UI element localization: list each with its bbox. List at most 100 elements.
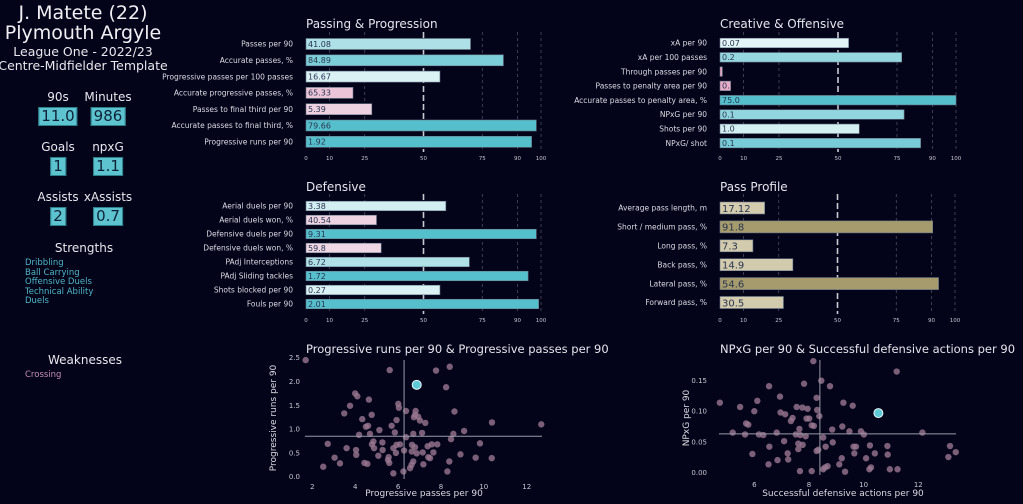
data-point [919, 429, 926, 436]
data-point [413, 450, 420, 457]
stat-value-xassists: 0.7 [93, 207, 123, 226]
x-tick-label: 90 [514, 156, 521, 162]
strengths-list: Dribbling Ball Carrying Offensive Duels … [25, 258, 93, 307]
data-point [386, 366, 393, 374]
data-point [866, 466, 873, 473]
category-label: Passes to final third per 90 [193, 105, 293, 114]
data-point [841, 468, 849, 475]
stat-label-xassists: xAssists [83, 190, 133, 204]
data-point [426, 454, 434, 462]
x-tick-label: 25 [776, 156, 783, 162]
bar [719, 277, 939, 290]
data-point [800, 380, 808, 387]
data-point [346, 402, 354, 409]
data-point [797, 431, 804, 439]
data-point [799, 441, 806, 449]
player-point [411, 379, 422, 390]
data-point [884, 442, 891, 450]
y-tick-label: 2.5 [289, 354, 300, 362]
bar [719, 138, 921, 149]
stat-label-minutes: Minutes [84, 90, 132, 104]
data-point [324, 440, 331, 448]
value-label: 75.0 [722, 96, 740, 105]
value-label: 3.38 [308, 202, 326, 211]
bar [305, 242, 382, 254]
data-point [802, 433, 809, 440]
bar [719, 239, 754, 253]
x-tick-label: 10 [326, 318, 333, 324]
data-point [849, 402, 856, 409]
value-label: 91.8 [722, 223, 744, 234]
category-label: Short / medium pass, % [617, 223, 707, 232]
bar [719, 52, 903, 63]
y-tick-label: 0.5 [289, 449, 300, 457]
y-axis-label: NPxG per 90 [682, 389, 692, 446]
x-tick-label: 2 [310, 483, 314, 491]
data-point [302, 356, 309, 364]
x-tick-label: 0 [304, 318, 308, 324]
value-label: 0.07 [722, 39, 740, 48]
template-name: Centre-Midfielder Template [0, 58, 168, 73]
data-point [784, 450, 791, 457]
x-tick-label: 8 [807, 481, 811, 489]
bar [305, 87, 354, 99]
data-point [408, 448, 415, 455]
stat-value-npxg: 1.1 [93, 157, 123, 176]
data-point [457, 451, 464, 458]
x-tick-label: 50 [834, 318, 841, 324]
x-tick-label: 4 [353, 483, 358, 491]
data-point [336, 460, 344, 467]
category-label: Accurate progressive passes, % [174, 89, 293, 98]
value-label: 7.3 [722, 242, 738, 253]
bar [305, 200, 447, 212]
data-point [446, 458, 453, 465]
category-label: Accurate passes to final third, % [171, 121, 293, 130]
data-point [741, 431, 749, 438]
data-point [390, 470, 397, 477]
league-season: League One - 2022/23 [13, 44, 153, 59]
data-point [774, 456, 781, 464]
category-label: Passes per 90 [241, 40, 293, 49]
bar [305, 103, 373, 115]
bar [719, 296, 784, 309]
bar [719, 66, 723, 77]
data-point [781, 411, 789, 418]
data-point [320, 463, 327, 470]
data-point [406, 464, 414, 472]
data-point [796, 425, 803, 433]
category-label: Aerial duels per 90 [222, 202, 293, 211]
data-point [745, 421, 752, 428]
value-label: 54.6 [722, 279, 744, 290]
value-label: 6.72 [308, 258, 326, 267]
x-tick-label: 10 [326, 156, 333, 162]
category-label: Defensive duels won, % [203, 244, 293, 253]
x-tick-label: 50 [420, 156, 427, 162]
bar [305, 284, 441, 296]
y-tick-label: 0.05 [691, 438, 707, 446]
scatter-title: NPxG per 90 & Successful defensive actio… [720, 342, 1015, 356]
data-point [442, 384, 450, 391]
bar [305, 38, 471, 50]
y-tick-label: 0.10 [691, 408, 707, 416]
strength-item: Ball Carrying [25, 267, 80, 278]
bar [305, 298, 539, 310]
data-point [751, 408, 758, 415]
data-point [952, 448, 959, 456]
player-name: J. Matete (22) [18, 2, 148, 24]
value-label: 59.8 [308, 244, 326, 253]
y-tick-label: 0.0 [289, 473, 300, 481]
data-point [400, 468, 407, 475]
stat-label-goals: Goals [41, 140, 75, 154]
stat-label-assists: Assists [37, 190, 79, 204]
x-tick-label: 6 [396, 483, 401, 491]
value-label: 1.92 [308, 138, 326, 147]
data-point [391, 429, 399, 436]
data-point [388, 422, 395, 429]
x-tick-label: 10 [859, 481, 868, 489]
data-point [754, 397, 761, 405]
data-point [354, 393, 361, 400]
data-point [822, 443, 829, 450]
x-tick-label: 10 [740, 156, 747, 162]
player-point [873, 408, 884, 419]
